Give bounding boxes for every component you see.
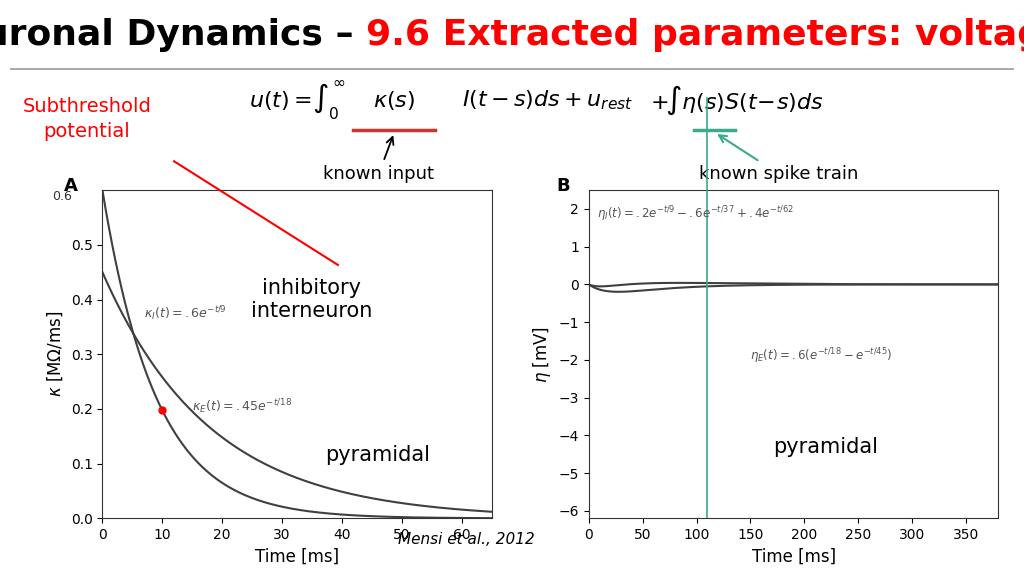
Text: known spike train: known spike train <box>698 135 858 183</box>
Text: 0.6: 0.6 <box>52 190 72 203</box>
Text: $+\!\int\eta(s)S(t\!-\!s)ds$: $+\!\int\eta(s)S(t\!-\!s)ds$ <box>650 84 824 117</box>
Text: 9.6 Extracted parameters: voltage: 9.6 Extracted parameters: voltage <box>367 17 1024 52</box>
Text: pyramidal: pyramidal <box>326 445 430 465</box>
X-axis label: Time [ms]: Time [ms] <box>255 548 339 566</box>
Text: B: B <box>556 177 569 195</box>
Text: $\kappa_I(t) = .6e^{-t/9}$: $\kappa_I(t) = .6e^{-t/9}$ <box>144 305 227 324</box>
Y-axis label: $\eta$ [mV]: $\eta$ [mV] <box>531 326 553 382</box>
Text: $\kappa(s)$: $\kappa(s)$ <box>373 89 416 112</box>
Text: Neuronal Dynamics –: Neuronal Dynamics – <box>0 17 367 52</box>
Text: $\eta_I(t) = .2e^{-t/9} - .6e^{-t/37} + .4e^{-t/62}$: $\eta_I(t) = .2e^{-t/9} - .6e^{-t/37} + … <box>597 204 795 224</box>
Text: $\kappa_E(t) = .45e^{-t/18}$: $\kappa_E(t) = .45e^{-t/18}$ <box>193 398 292 416</box>
Text: inhibitory
interneuron: inhibitory interneuron <box>251 278 373 321</box>
Text: Subthreshold
potential: Subthreshold potential <box>23 97 152 141</box>
Y-axis label: $\kappa$ [M$\Omega$/ms]: $\kappa$ [M$\Omega$/ms] <box>46 311 66 397</box>
Text: known input: known input <box>324 137 434 183</box>
Text: $u(t)=\!\int_0^{\infty}$: $u(t)=\!\int_0^{\infty}$ <box>249 78 345 122</box>
Text: pyramidal: pyramidal <box>773 437 879 457</box>
Text: Mensi et al., 2012: Mensi et al., 2012 <box>397 532 535 547</box>
X-axis label: Time [ms]: Time [ms] <box>752 548 836 566</box>
Text: A: A <box>63 177 78 195</box>
Text: $\eta_E(t) = .6(e^{-t/18} - e^{-t/45})$: $\eta_E(t) = .6(e^{-t/18} - e^{-t/45})$ <box>751 346 893 366</box>
Text: $I(t-s)ds + u_{rest}$: $I(t-s)ds + u_{rest}$ <box>462 89 634 112</box>
